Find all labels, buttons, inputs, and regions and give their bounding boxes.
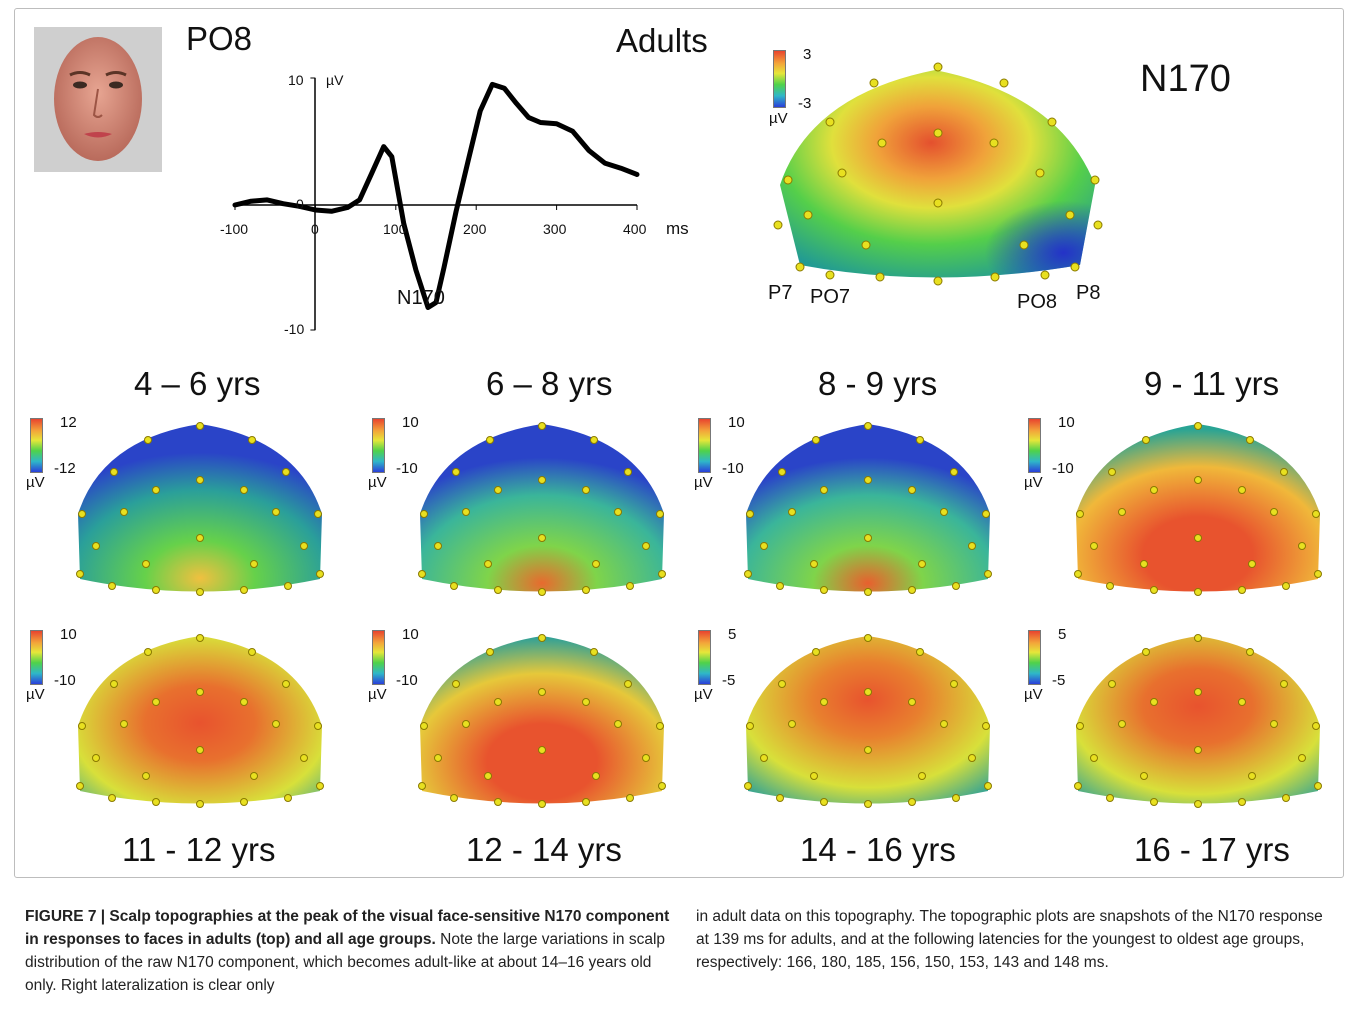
topomap [1074,634,1322,808]
colorbar-max-label: 3 [803,46,812,63]
colorbar-min-label: -10 [396,460,418,477]
colorbar-max-label: 5 [728,626,737,643]
x-tick-label: -100 [220,221,249,237]
caption-text: in adult data on this topography. The to… [696,908,1323,971]
colorbar-unit-label: µV [769,110,788,127]
age-group-title: 16 - 17 yrs [1134,831,1290,868]
colorbar [372,418,385,473]
electrode-label-p7: P7 [768,282,793,304]
topomap [744,634,992,808]
colorbar-unit-label: µV [1024,686,1043,703]
x-tick-label: 0 [311,221,319,237]
x-tick-label: 100 [383,221,407,237]
colorbar-unit-label: µV [26,686,45,703]
colorbar-max-label: 10 [402,414,419,431]
colorbar-min-label: -5 [722,672,736,689]
electrode-label-po8: PO8 [1017,291,1058,313]
colorbar-unit-label: µV [26,474,45,491]
electrode-label-po7: PO7 [810,286,851,308]
topomap [744,422,992,596]
colorbar-max-label: 10 [60,626,77,643]
topomap [76,634,324,808]
colorbar-max-label: 5 [1058,626,1067,643]
x-tick-label: 300 [543,221,567,237]
colorbar-min-label: -10 [1052,460,1074,477]
figure-caption-column-2: in adult data on this topography. The to… [696,905,1326,974]
topomap [1074,422,1322,596]
colorbar-max-label: 10 [728,414,745,431]
caption-label: FIGURE 7 | Scalp topographies at the pea… [25,908,670,948]
topomap-adults [773,62,1103,286]
colorbar [698,418,711,473]
colorbar-unit-label: µV [1024,474,1043,491]
y-tick-label-zero: 0 [296,196,304,212]
topomap [418,634,666,808]
colorbar [30,418,43,473]
caption-text: Note the large variations in scalp distr… [25,931,666,994]
figure-panel [14,8,1344,878]
erp-waveform-line [232,81,640,310]
electrode-label-p8: P8 [1076,282,1101,304]
n170-peak-label: N170 [397,287,445,309]
colorbar [30,630,43,685]
y-unit-label: µV [326,72,344,88]
colorbar-min-label: -3 [798,95,812,112]
colorbar [1028,630,1041,685]
colorbar [698,630,711,685]
y-tick-label-bottom: -10 [284,321,305,337]
age-group-title: 8 - 9 yrs [818,365,938,402]
x-unit-label: ms [666,219,689,238]
y-tick-label-top: 10 [288,72,304,88]
age-group-title: 11 - 12 yrs [122,831,276,868]
colorbar-min-label: -5 [1052,672,1066,689]
component-title: N170 [1140,58,1231,100]
topomap [76,422,324,596]
x-tick-label: 200 [463,221,487,237]
age-group-title: 9 - 11 yrs [1144,365,1280,402]
colorbar-min-label: -12 [54,460,76,477]
colorbar-max-label: 10 [402,626,419,643]
colorbar [1028,418,1041,473]
age-group-title: 12 - 14 yrs [466,831,622,868]
face-stimulus-image [34,27,162,172]
electrode-title: PO8 [186,20,253,57]
colorbar-min-label: -10 [722,460,744,477]
colorbar-unit-label: µV [368,474,387,491]
age-group-title: 14 - 16 yrs [800,831,956,868]
topomap [418,422,666,596]
colorbar [372,630,385,685]
erp-waveform-chart [232,77,640,331]
colorbar-max-label: 10 [1058,414,1075,431]
colorbar-unit-label: µV [368,686,387,703]
colorbar-unit-label: µV [694,474,713,491]
colorbar-min-label: -10 [396,672,418,689]
colorbar-max-label: 12 [60,414,77,431]
colorbar-unit-label: µV [694,686,713,703]
colorbar-adults [773,50,786,108]
group-title-adults: Adults [616,22,708,59]
age-group-title: 6 – 8 yrs [486,365,613,402]
figure-caption-column-1: FIGURE 7 | Scalp topographies at the pea… [25,905,675,997]
x-tick-label: 400 [623,221,647,237]
age-group-title: 4 – 6 yrs [134,365,261,402]
colorbar-min-label: -10 [54,672,76,689]
